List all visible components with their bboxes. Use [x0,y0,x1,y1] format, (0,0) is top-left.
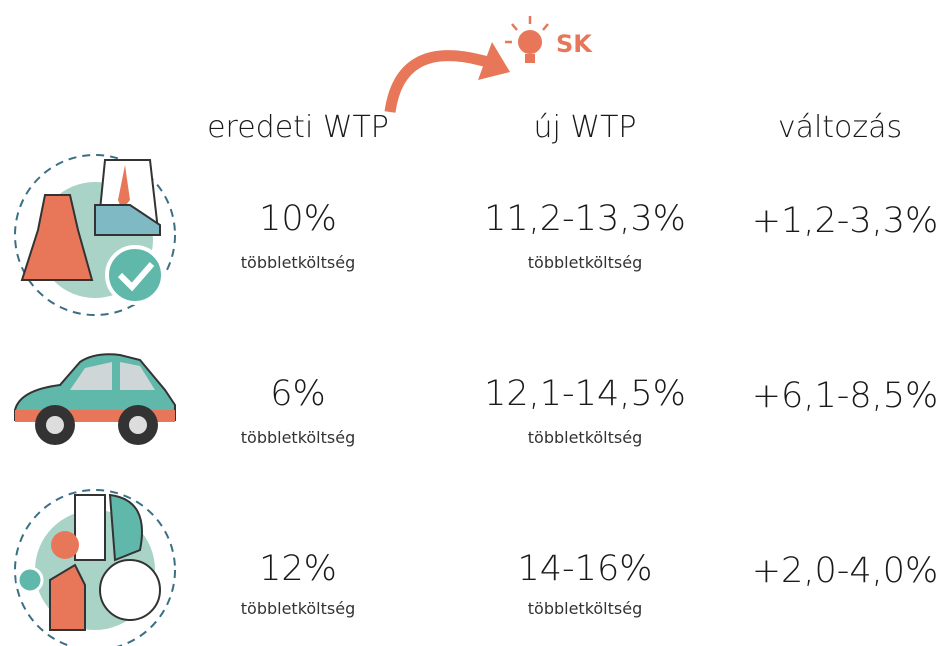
value: 12,1-14,5% [484,374,686,414]
clothing-icon [14,154,176,316]
value: 10% [259,199,337,239]
arrow [384,50,490,113]
note: többletköltség [528,428,642,447]
value: 6% [270,374,326,414]
arrow-head [478,42,510,80]
header: változás [778,110,902,145]
note: többletköltség [241,599,355,618]
header: eredeti WTP [207,110,389,145]
value: 14-16% [518,549,653,589]
value: 11,2-13,3% [484,199,686,239]
car-icon [14,353,176,445]
note: többletköltség [528,253,642,272]
note: többletköltség [241,428,355,447]
value: +2,0-4,0% [752,551,939,591]
logo: SK [505,16,593,63]
value: +6,1-8,5% [752,376,939,416]
note: többletköltség [241,253,355,272]
rows: 10% többletköltség 11,2-13,3% többletköltsé… [241,199,939,618]
value: 12% [259,549,337,589]
value: +1,2-3,3% [752,201,939,241]
logo-text: SK [556,30,593,58]
food-icon [14,489,176,646]
note: többletköltség [528,599,642,618]
header: új WTP [534,110,637,145]
